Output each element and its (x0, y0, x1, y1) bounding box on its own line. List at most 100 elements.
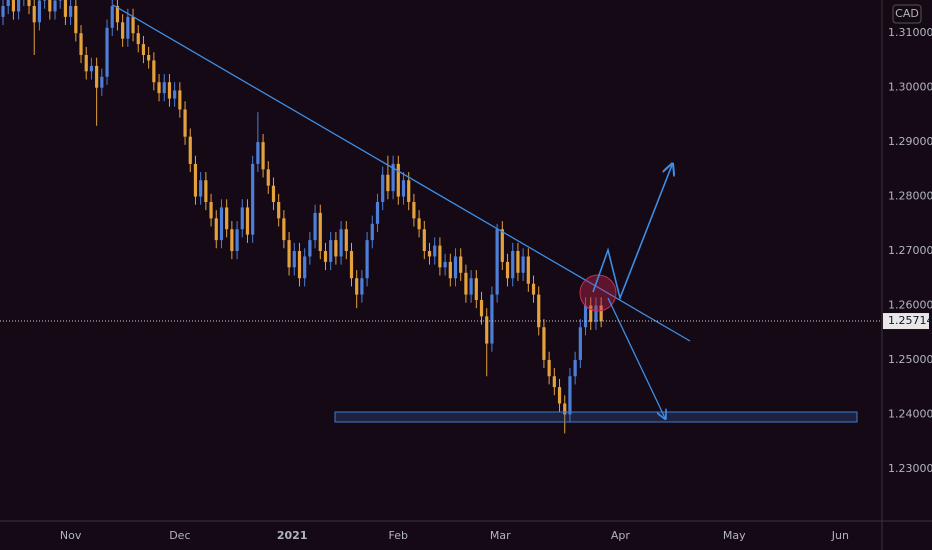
candle-body (303, 256, 307, 279)
candle-body (339, 229, 343, 257)
candle-body (313, 212, 317, 241)
candle-body (230, 229, 234, 252)
candle-body (396, 163, 400, 197)
candle-body (282, 218, 286, 241)
candle-body (531, 283, 536, 295)
last-price-box (883, 313, 929, 330)
candle-body (318, 212, 322, 252)
candle-body (89, 65, 94, 72)
candle-body (167, 82, 172, 99)
candle-body (516, 251, 520, 273)
currency: CAD (895, 7, 919, 20)
candle-body (375, 202, 380, 224)
candle-body (521, 256, 525, 273)
candle-body (17, 0, 21, 12)
x-tick-label: Mar (490, 529, 511, 542)
candle-body (599, 305, 603, 322)
last-price-label: 1.25714 (888, 314, 932, 327)
candle-body (225, 207, 229, 230)
candle-body (235, 229, 239, 252)
x-tick-label: Dec (169, 529, 190, 542)
x-tick-label: Nov (60, 529, 82, 542)
candle-body (141, 44, 146, 55)
candle-body (360, 278, 364, 295)
candle-body (105, 27, 109, 77)
bull-arrow (592, 165, 672, 301)
drawings (112, 4, 858, 423)
x-tick-label: Feb (389, 529, 408, 542)
candle-body (58, 0, 62, 1)
y-tick-label: 1.28000 (888, 190, 932, 203)
candle-body (381, 174, 385, 203)
candle-body (193, 163, 198, 197)
candle-body (329, 240, 333, 262)
candle-body (256, 142, 260, 164)
candle-body (121, 22, 125, 39)
candle-body (188, 136, 192, 164)
candle-body (74, 5, 78, 34)
candle-body (100, 76, 104, 88)
candle-body (162, 82, 166, 94)
candle-body (240, 207, 244, 230)
candle-body (136, 33, 140, 45)
x-tick-label: 2021 (277, 529, 308, 542)
candle-body (448, 261, 452, 279)
y-tick-label: 1.25000 (888, 353, 932, 366)
candle-body (485, 316, 489, 344)
y-tick-label: 1.24000 (888, 407, 932, 420)
candle-body (131, 16, 135, 34)
candle-body (505, 261, 510, 279)
candle-body (563, 403, 567, 415)
candle-body (407, 180, 411, 203)
y-tick-label: 1.29000 (888, 135, 932, 148)
candle-body (287, 240, 291, 268)
candle-body (271, 185, 276, 203)
candle-body (578, 327, 582, 360)
candle-body (84, 54, 88, 72)
candle-body (500, 229, 504, 262)
candle-body (469, 278, 473, 295)
bear-arrow (607, 297, 665, 418)
candle-body (152, 60, 156, 83)
candle-body (334, 240, 338, 257)
candle-body (245, 207, 250, 235)
candle-body (537, 294, 541, 328)
x-tick-label: May (723, 529, 746, 542)
candle-body (495, 229, 499, 295)
candle-body (557, 387, 562, 404)
candle-body (365, 240, 369, 279)
candle-body (277, 202, 281, 219)
candle-body (355, 278, 359, 295)
candle-body (115, 5, 120, 23)
candle-body (391, 163, 395, 192)
candle-body (412, 202, 416, 219)
candle-body (53, 0, 57, 12)
candle-body (427, 251, 432, 257)
y-tick-label: 1.30000 (888, 81, 932, 94)
candle-body (147, 54, 151, 61)
candle-body (297, 251, 302, 279)
candle-body (511, 251, 515, 279)
candle-body (11, 0, 16, 12)
candle-body (323, 251, 328, 262)
candle-body (453, 256, 458, 279)
candle-body (69, 5, 73, 17)
candle-body (490, 294, 494, 344)
candle-body (43, 0, 47, 1)
candle-body (594, 305, 598, 322)
y-tick-label: 1.31000 (888, 26, 932, 39)
candle-body (251, 163, 255, 235)
candle-body (126, 16, 130, 39)
candle-body (370, 223, 374, 241)
candle-body (1, 5, 5, 17)
x-tick-label: Jun (831, 529, 849, 542)
candle-body (422, 229, 426, 252)
candle-body (443, 261, 447, 268)
candle-body (386, 174, 390, 192)
candle-body (417, 218, 421, 230)
candle-body (474, 278, 478, 301)
candle-body (459, 256, 463, 273)
candle-body (547, 359, 551, 377)
candle-body (204, 180, 208, 203)
